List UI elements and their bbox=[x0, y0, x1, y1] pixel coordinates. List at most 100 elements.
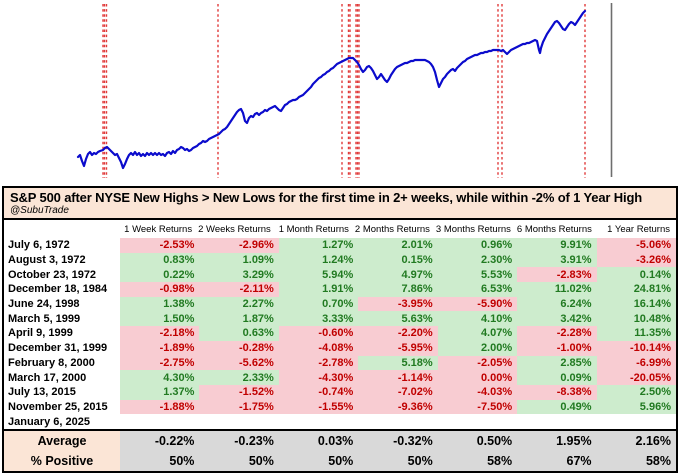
table-row: June 24, 1998 1.38% 2.27% 0.70% -3.95% -5.90%… bbox=[4, 296, 676, 312]
return-cell: -20.05% bbox=[596, 370, 676, 385]
return-cell: 3.29% bbox=[199, 267, 279, 283]
return-cell: 0.83% bbox=[120, 252, 200, 268]
return-cell: -6.99% bbox=[596, 355, 676, 371]
table-row: November 25, 2015 -1.88% -1.75% -1.55% -9.36… bbox=[4, 399, 676, 415]
return-cell: 6.53% bbox=[437, 282, 518, 297]
return-cell: -0.74% bbox=[278, 384, 359, 400]
return-cell: -2.18% bbox=[120, 326, 200, 341]
return-cell: 2.00% bbox=[437, 340, 518, 356]
return-cell: -1.52% bbox=[199, 384, 279, 400]
return-cell: 4.30% bbox=[120, 370, 200, 385]
return-cell: 5.96% bbox=[596, 399, 676, 415]
return-cell: 24.81% bbox=[596, 282, 676, 297]
return-cell: -1.88% bbox=[120, 399, 200, 415]
col-header: 2 Months Returns bbox=[354, 223, 430, 235]
title-bar: S&P 500 after NYSE New Highs > New Lows … bbox=[4, 188, 676, 220]
table-row: October 23, 1972 0.22% 3.29% 5.94% 4.97% 5.53… bbox=[4, 267, 676, 283]
percent-positive-value: 67% bbox=[517, 450, 597, 471]
return-cell: -5.06% bbox=[596, 238, 676, 253]
return-cell bbox=[199, 414, 278, 429]
return-cell: 5.63% bbox=[358, 311, 438, 327]
summary-section: Average -0.22% -0.23% 0.03% -0.32% 0.50% 1.95… bbox=[4, 428, 676, 471]
table-row: January 6, 2025 bbox=[4, 414, 676, 429]
row-date: November 25, 2015 bbox=[8, 400, 108, 413]
return-cell: 0.96% bbox=[437, 238, 518, 253]
return-cell: 2.01% bbox=[358, 238, 438, 253]
return-cell: 0.49% bbox=[517, 399, 597, 415]
average-value: 2.16% bbox=[596, 430, 676, 451]
return-cell: 9.91% bbox=[517, 238, 597, 253]
return-cell: -5.62% bbox=[199, 355, 279, 371]
return-cell: 1.38% bbox=[120, 296, 200, 312]
average-row: Average -0.22% -0.23% 0.03% -0.32% 0.50% 1.95… bbox=[4, 430, 676, 451]
return-cell: -7.02% bbox=[358, 384, 438, 400]
return-cell: 4.97% bbox=[358, 267, 438, 283]
return-cell: -0.60% bbox=[278, 326, 359, 341]
table-row: December 18, 1984 -0.98% -2.11% 1.91% 7.86% 6… bbox=[4, 282, 676, 297]
return-cell: 11.35% bbox=[596, 326, 676, 341]
header-row: 1 Week Returns 2 Weeks Returns 1 Month Ret… bbox=[4, 220, 676, 238]
return-cell: -3.95% bbox=[358, 296, 438, 312]
average-value: -0.22% bbox=[120, 430, 200, 451]
return-cell: -10.14% bbox=[596, 340, 676, 356]
percent-positive-row: % Positive 50% 50% 50% 50% 58% 67% 58% bbox=[4, 450, 676, 471]
table-row: July 6, 1972 -2.53% -2.96% 1.27% 2.01% 0.96% 9… bbox=[4, 238, 676, 253]
row-date: July 6, 1972 bbox=[8, 239, 70, 252]
return-cell: 11.02% bbox=[517, 282, 597, 297]
col-header: 3 Months Returns bbox=[435, 223, 511, 235]
return-cell: 3.91% bbox=[517, 252, 597, 268]
table-row: March 17, 2000 4.30% 2.33% -4.30% -1.14% 0.00… bbox=[4, 370, 676, 385]
return-cell: 1.87% bbox=[199, 311, 279, 327]
col-header: 2 Weeks Returns bbox=[198, 223, 271, 235]
return-cell: 0.63% bbox=[199, 326, 279, 341]
return-cell bbox=[438, 414, 517, 429]
return-cell: 1.91% bbox=[278, 282, 359, 297]
return-cell: -4.03% bbox=[437, 384, 518, 400]
return-cell: -3.26% bbox=[596, 252, 676, 268]
percent-positive-value: 50% bbox=[278, 450, 359, 471]
return-cell: 6.24% bbox=[517, 296, 597, 312]
percent-positive-value: 58% bbox=[437, 450, 518, 471]
return-cell: 2.33% bbox=[199, 370, 279, 385]
return-cell: -2.75% bbox=[120, 355, 200, 371]
col-header: 1 Week Returns bbox=[124, 223, 193, 235]
return-cell: 2.50% bbox=[596, 384, 676, 400]
return-cell: -0.28% bbox=[199, 340, 279, 356]
row-date: October 23, 1972 bbox=[8, 268, 97, 281]
return-cell: 5.18% bbox=[358, 355, 438, 371]
return-cell: -2.83% bbox=[517, 267, 597, 283]
return-cell: -9.36% bbox=[358, 399, 438, 415]
return-cell: 0.09% bbox=[517, 370, 597, 385]
row-date: January 6, 2025 bbox=[8, 415, 90, 428]
return-cell: 0.70% bbox=[278, 296, 359, 312]
return-cell: 3.42% bbox=[517, 311, 597, 327]
average-value: 0.03% bbox=[278, 430, 359, 451]
return-cell: 2.30% bbox=[437, 252, 518, 268]
return-cell: 1.27% bbox=[278, 238, 359, 253]
return-cell: 0.22% bbox=[120, 267, 200, 283]
row-date: March 17, 2000 bbox=[8, 371, 87, 384]
return-cell: 1.24% bbox=[278, 252, 359, 268]
return-cell: 3.33% bbox=[278, 311, 359, 327]
table-row: March 5, 1999 1.50% 1.87% 3.33% 5.63% 4.10% 3.… bbox=[4, 311, 676, 327]
row-date: April 9, 1999 bbox=[8, 327, 73, 340]
return-cell: 16.14% bbox=[596, 296, 676, 312]
return-cell: -4.08% bbox=[278, 340, 359, 356]
page-title: S&P 500 after NYSE New Highs > New Lows … bbox=[10, 190, 643, 205]
return-cell: -2.78% bbox=[278, 355, 359, 371]
percent-positive-value: 50% bbox=[358, 450, 438, 471]
return-cell: 1.50% bbox=[120, 311, 200, 327]
row-date: July 13, 2015 bbox=[8, 386, 76, 399]
table-body: July 6, 1972 -2.53% -2.96% 1.27% 2.01% 0.96% 9… bbox=[4, 238, 676, 429]
return-cell: -8.38% bbox=[517, 384, 597, 400]
return-cell: 4.07% bbox=[437, 326, 518, 341]
return-cell: -2.11% bbox=[199, 282, 279, 297]
return-cell: -2.28% bbox=[517, 326, 597, 341]
return-cell: 2.27% bbox=[199, 296, 279, 312]
header-spacer bbox=[4, 220, 120, 238]
return-cell: 0.15% bbox=[358, 252, 438, 268]
percent-positive-label: % Positive bbox=[4, 450, 120, 471]
return-cell: 5.53% bbox=[437, 267, 518, 283]
attribution: @SubuTrade bbox=[10, 205, 69, 216]
